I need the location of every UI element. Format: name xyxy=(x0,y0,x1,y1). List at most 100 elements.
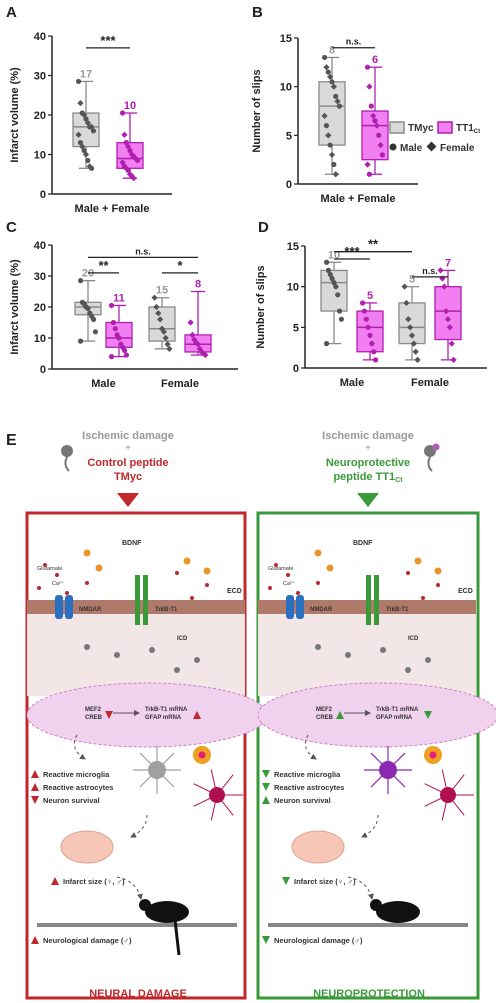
peptide-fragment xyxy=(380,647,386,653)
peptide-fragment xyxy=(425,657,431,663)
left-header-plus: + xyxy=(125,443,131,454)
microglia-process xyxy=(193,794,218,807)
mouse-head xyxy=(139,899,151,911)
peptide-fragment xyxy=(114,652,120,658)
microglia-process xyxy=(441,794,449,821)
data-point-female xyxy=(328,151,336,158)
y-tick-label: 0 xyxy=(286,179,292,191)
data-point-male xyxy=(85,157,91,164)
flow-arrow xyxy=(347,876,374,900)
data-point-male xyxy=(329,275,335,282)
icd-label: ICD xyxy=(177,636,188,642)
neurological-damage-label: Neurological damage (♂) xyxy=(43,936,132,945)
data-point-male xyxy=(77,278,84,284)
ion-dot xyxy=(190,596,194,600)
data-point-male xyxy=(110,319,117,326)
data-point-female xyxy=(448,340,455,347)
bdnf-dot xyxy=(314,549,322,557)
panel-letter: B xyxy=(252,4,263,21)
y-tick-label: 10 xyxy=(34,333,46,345)
microglia-process xyxy=(216,794,234,816)
trkb-mrna-label: TrkB-T1 mRNA xyxy=(145,707,188,713)
y-tick-label: 10 xyxy=(287,282,299,294)
significance-label: n.s. xyxy=(422,266,438,276)
panel-c-chart: C 0 10 20 30 40 Infarct volume (%) Male Female 20… xyxy=(6,219,238,390)
right-header-peptide: peptide TT1Ct xyxy=(333,471,403,484)
icd-label: ICD xyxy=(408,636,419,642)
panel-e-letter: E xyxy=(6,432,17,449)
ion-dot xyxy=(205,583,209,587)
ion-dot xyxy=(85,581,89,585)
data-point-male xyxy=(367,332,373,339)
data-point-male xyxy=(369,341,375,347)
flow-arrow xyxy=(116,876,143,900)
bdnf-label: BDNF xyxy=(353,540,373,547)
box-iqr xyxy=(148,306,176,342)
data-point-male xyxy=(123,352,130,358)
trkb-receptor-left xyxy=(366,575,371,625)
data-point-female xyxy=(441,283,448,290)
mrna-indicator xyxy=(193,711,201,719)
data-point-female xyxy=(405,316,412,323)
legend-tt1-main: TT1 xyxy=(456,123,474,134)
data-point-male xyxy=(372,118,378,124)
bdnf-label: BDNF xyxy=(122,540,142,547)
data-point-female xyxy=(446,324,453,331)
infarct-label: Infarct size (♀, ♂) xyxy=(63,877,125,886)
astrocyte-nucleus xyxy=(198,751,206,759)
data-point-male xyxy=(321,54,328,61)
n-label: 7 xyxy=(445,257,451,269)
data-point-male xyxy=(372,357,379,363)
mef2-indicator xyxy=(336,711,344,719)
data-point-male xyxy=(376,132,382,138)
data-point-male xyxy=(338,316,345,322)
mef2-label: MEF2 xyxy=(85,707,102,713)
n-label: 5 xyxy=(367,290,373,302)
y-tick-label: 15 xyxy=(280,33,292,45)
ion-dot xyxy=(268,586,272,590)
neurological-damage-label: Neurological damage (♂) xyxy=(274,936,363,945)
bdnf-dot xyxy=(183,557,191,565)
brain-image xyxy=(60,830,114,864)
effect-label: Neuron survival xyxy=(274,796,331,805)
left-column-neural-damage: Ischemic damage + Control peptide TMyc xyxy=(25,430,247,1000)
gfap-mrna-label: GFAP mRNA xyxy=(145,715,182,721)
bdnf-dot xyxy=(434,567,442,575)
significance-label: ** xyxy=(98,258,109,273)
data-point-female xyxy=(75,131,82,138)
infarct-indicator xyxy=(51,877,59,885)
data-point-male xyxy=(331,161,337,168)
ion-dot xyxy=(37,586,41,590)
microglia-process xyxy=(447,774,465,796)
right-header-peptide-sub: Ct xyxy=(395,477,403,484)
x-category-label: Female xyxy=(161,378,199,390)
y-tick-label: 30 xyxy=(34,71,46,83)
legend-male-marker xyxy=(389,143,397,151)
trkb-label: TrkB-T1 xyxy=(155,607,178,613)
y-tick-label: 10 xyxy=(34,150,46,162)
microglia-process xyxy=(447,794,465,816)
nucleus xyxy=(257,682,496,748)
box-iqr xyxy=(434,286,462,341)
bdnf-dot xyxy=(203,567,211,575)
data-point-male xyxy=(327,271,333,278)
data-point-male xyxy=(125,167,131,173)
significance-label: ** xyxy=(368,237,379,252)
peptide-fragment xyxy=(405,667,411,673)
n-label: 8 xyxy=(195,279,201,291)
data-point-male xyxy=(379,152,386,158)
data-point-male xyxy=(108,354,115,360)
brain-image xyxy=(291,830,345,864)
data-point-female xyxy=(412,348,419,355)
ion-dot xyxy=(55,573,59,577)
box-iqr xyxy=(320,269,348,312)
flow-arrow xyxy=(73,734,86,760)
mouse-slipped-leg xyxy=(173,919,181,956)
data-point-male xyxy=(88,165,95,171)
bdnf-dot xyxy=(326,564,334,572)
data-point-male xyxy=(75,78,82,85)
panel-letter: C xyxy=(6,219,17,236)
flow-arrow xyxy=(361,814,379,838)
panel-letter: D xyxy=(258,219,269,236)
data-point-female xyxy=(323,64,330,71)
